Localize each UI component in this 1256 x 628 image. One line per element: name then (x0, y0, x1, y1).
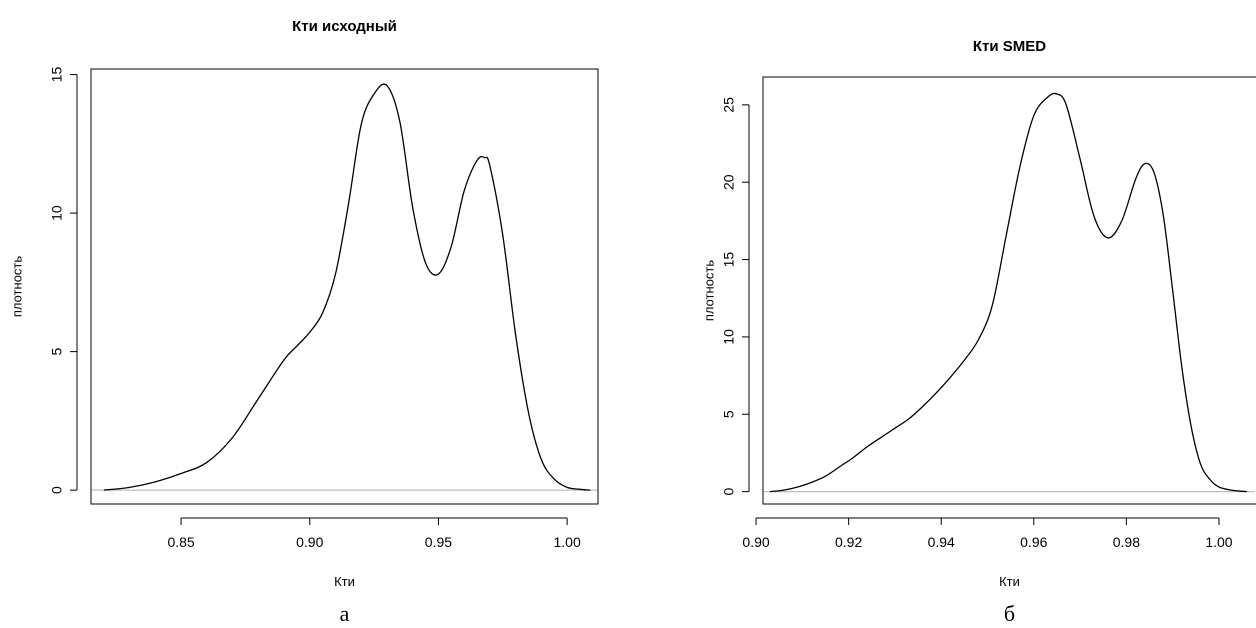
x-axis: 0.85 0.90 0.95 1.00 (167, 517, 581, 550)
x-tick-label: 0.90 (742, 534, 769, 550)
panel-sublabel: б (1004, 601, 1015, 626)
chart-title: Кти SMED (973, 38, 1046, 55)
x-tick-label: 0.85 (167, 534, 194, 550)
plot-frame (762, 76, 1256, 505)
x-tick-label: 0.95 (425, 534, 452, 550)
y-tick-label: 5 (721, 410, 737, 418)
y-tick-label: 10 (721, 329, 737, 345)
y-tick-label: 0 (721, 488, 737, 496)
y-axis-label: плотность (9, 256, 24, 318)
y-tick-label: 0 (49, 486, 65, 494)
x-tick-label: 1.00 (1205, 534, 1232, 550)
y-tick-label: 10 (49, 205, 65, 221)
y-tick-label: 25 (721, 97, 737, 113)
chart-panel-a: Кти исходный 0.85 0.90 0.95 1.00 0 5 10 15 Кти пло… (9, 18, 599, 626)
density-curve (769, 92, 1247, 493)
y-axis: 0 5 10 15 (49, 67, 78, 494)
y-tick-label: 20 (721, 174, 737, 190)
x-tick-label: 0.90 (296, 534, 323, 550)
x-tick-label: 0.94 (928, 534, 955, 550)
y-tick-label: 5 (49, 348, 65, 356)
x-axis-label: Кти (999, 574, 1020, 589)
x-axis: 0.90 0.92 0.94 0.96 0.98 1.00 (742, 517, 1233, 550)
y-tick-label: 15 (721, 252, 737, 268)
density-curve (103, 83, 591, 491)
x-tick-label: 0.92 (835, 534, 862, 550)
plot-frame (90, 68, 599, 505)
x-tick-label: 0.98 (1113, 534, 1140, 550)
panel-sublabel: а (340, 601, 350, 626)
y-tick-label: 15 (49, 67, 65, 83)
y-axis-label: плотность (701, 260, 716, 322)
x-tick-label: 1.00 (553, 534, 580, 550)
chart-title: Кти исходный (292, 18, 397, 35)
chart-panel-b: Кти SMED 0.90 0.92 0.94 0.96 0.98 1.00 0 5 10 15 20… (701, 38, 1256, 626)
y-axis: 0 5 10 15 20 25 (721, 97, 750, 496)
x-axis-label: Кти (334, 574, 355, 589)
x-tick-label: 0.96 (1020, 534, 1047, 550)
